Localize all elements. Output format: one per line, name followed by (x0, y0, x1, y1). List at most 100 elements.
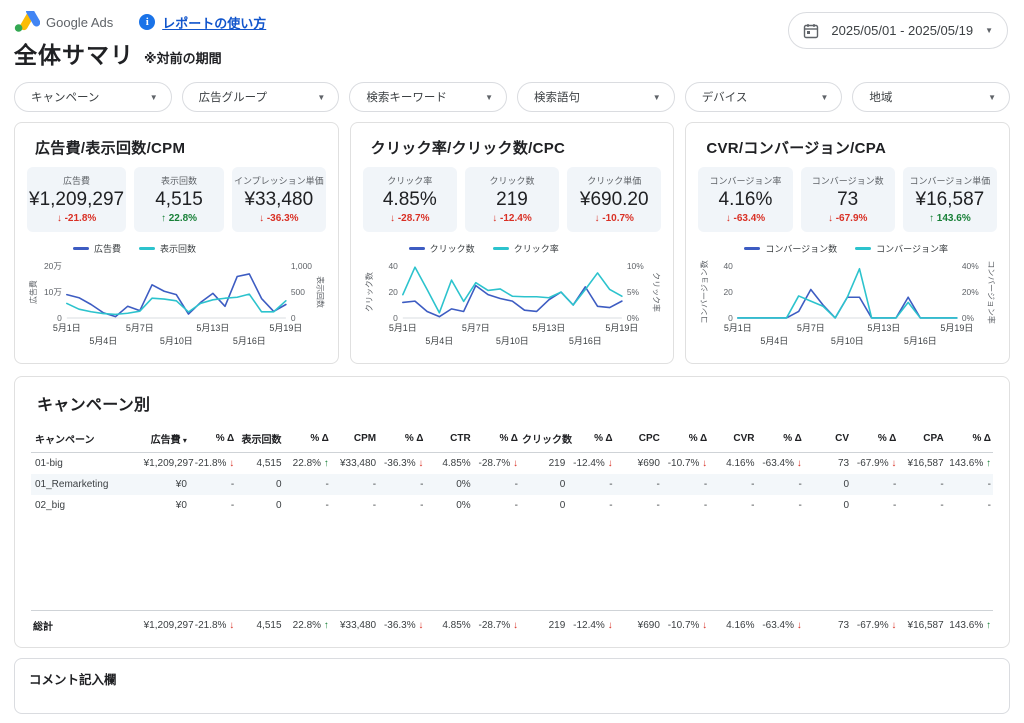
filter-chip[interactable]: 広告グループ ▼ (181, 82, 340, 112)
column-header-label: % Δ (310, 433, 329, 444)
column-header[interactable]: % Δ (851, 427, 899, 453)
table-cell: 0 (804, 495, 851, 516)
table-cell: - (378, 495, 425, 516)
table-cell: 0 (520, 495, 567, 516)
table-cell: 0% (425, 474, 472, 495)
table-cell: -21.8% ↓ (188, 610, 237, 637)
metric-card: クリック率/クリック数/CPC クリック率 4.85% ↓ -28.7% クリック数 21… (349, 122, 675, 364)
table-cell: -63.4% ↓ (756, 610, 804, 637)
column-header[interactable]: % Δ (378, 427, 426, 453)
column-header-label: CPM (353, 433, 377, 444)
table-row: 01_Remarketing ¥0 - 0 - - - 0% - 0 - - - - - 0 - - - (31, 474, 993, 495)
cell-value: -36.3% (383, 620, 416, 631)
column-header[interactable]: キャンペーン (31, 427, 142, 453)
column-header[interactable]: CPC (614, 427, 662, 453)
header: Google Ads i レポートの使い方 全体サマリ ※対前の期間 2025/… (0, 0, 1024, 70)
table-cell: - (615, 474, 662, 495)
cell-value: 143.6% (949, 620, 984, 631)
column-header[interactable]: CVR (709, 427, 757, 453)
delta-down-icon: ↓ (415, 620, 424, 631)
column-header[interactable]: CPA (898, 427, 946, 453)
filter-chip[interactable]: 地域 ▼ (852, 82, 1011, 112)
column-header[interactable]: % Δ (756, 427, 804, 453)
table-cell: 0 (520, 474, 567, 495)
cell-value: - (751, 500, 755, 511)
scorecard-value: ¥33,480 (244, 189, 314, 210)
column-header[interactable]: % Δ (188, 427, 237, 453)
column-header[interactable]: % Δ (661, 427, 710, 453)
table-row: 02_big ¥0 - 0 - - - 0% - 0 - - - - - 0 - - - (31, 495, 993, 516)
legend-swatch (492, 247, 509, 250)
chart-legend: クリック数 クリック率 (408, 242, 662, 255)
cell-value: - (798, 479, 802, 490)
filter-chip[interactable]: キャンペーン ▼ (14, 82, 172, 112)
comment-box[interactable]: コメント記入欄 (14, 658, 1010, 714)
x-tick-label: 5月1日 (53, 323, 81, 333)
cell-value: - (703, 500, 708, 511)
column-header[interactable]: % Δ (283, 427, 331, 453)
table-header-row: キャンペーン 広告費 ▾% Δ 表示回数% Δ CPM% Δ CTR% Δ クリック数% … (31, 427, 993, 453)
delta-down-icon: ↓ (604, 620, 613, 631)
scorecard-delta: ↓ -67.9% (827, 213, 868, 224)
table-cell: 22.8% ↑ (284, 453, 331, 475)
table-cell: - (898, 474, 945, 495)
cell-value: - (420, 500, 424, 511)
table-cell: 0 (236, 495, 283, 516)
column-header[interactable]: 広告費 ▾ (141, 427, 189, 453)
filter-chip[interactable]: デバイス ▼ (684, 82, 843, 112)
cell-value: - (893, 479, 897, 490)
date-range-value: 2025/05/01 - 2025/05/19 (831, 23, 974, 38)
filter-chip[interactable]: 検索キーワード ▼ (349, 82, 508, 112)
scorecard-label: インプレッション単価 (233, 176, 324, 186)
delta-down-icon: ↓ (226, 620, 235, 631)
column-header[interactable]: % Δ (945, 427, 993, 453)
column-header[interactable]: CPM (330, 427, 379, 453)
column-header[interactable]: 表示回数 (236, 427, 284, 453)
chevron-down-icon: ▼ (317, 92, 326, 102)
x-tick-label: 5月10日 (496, 336, 529, 346)
cell-value: - (703, 479, 708, 490)
y-right-tick: 0% (626, 313, 639, 323)
legend-item: クリック数 (408, 242, 475, 255)
scorecard: 表示回数 4,515 ↑ 22.8% (134, 167, 224, 232)
delta-up-icon: ↑ (983, 620, 991, 631)
y-right-tick: 40% (962, 261, 979, 271)
column-header[interactable]: クリック数 (520, 427, 572, 453)
delta-up-icon: ↑ (321, 458, 329, 469)
report-help-link[interactable]: レポートの使い方 (162, 15, 267, 31)
scorecard-row: コンバージョン率 4.16% ↓ -63.4% コンバージョン数 73 ↓ -67.9% コ… (698, 167, 997, 232)
column-header-label: CPA (923, 433, 944, 444)
column-header[interactable]: CV (803, 427, 852, 453)
column-header-label: クリック数 (522, 435, 572, 446)
cell-value: ¥33,480 (339, 620, 377, 631)
cell-value: -67.9% (856, 620, 889, 631)
legend-label: コンバージョン率 (876, 244, 948, 254)
column-header[interactable]: % Δ (567, 427, 615, 453)
column-header[interactable]: % Δ (472, 427, 520, 453)
delta-up-icon: ↑ (983, 458, 991, 469)
cell-value: - (751, 479, 755, 490)
chart-legend: 広告費 表示回数 (73, 242, 326, 255)
filter-chip[interactable]: 検索語句 ▼ (517, 82, 675, 112)
table-cell: - (851, 474, 898, 495)
x-tick-label: 5月7日 (462, 323, 490, 333)
table-cell: - (189, 474, 236, 495)
column-header-label: % Δ (404, 433, 424, 444)
table-cell: - (567, 495, 614, 516)
cell-value: 0% (456, 500, 471, 511)
column-header[interactable]: CTR (425, 427, 473, 453)
scorecard-value: 73 (837, 189, 859, 210)
column-header-label: % Δ (877, 433, 897, 444)
campaign-name: 01-big (35, 458, 63, 469)
column-header-label: CV (835, 433, 850, 444)
series-line (66, 293, 287, 316)
date-range-picker[interactable]: 2025/05/01 - 2025/05/19 ▼ (788, 12, 1008, 49)
google-ads-logo: Google Ads (14, 11, 113, 33)
cell-value: -63.4% (762, 458, 794, 469)
y-right-tick: 20% (962, 287, 979, 297)
x-tick-label: 5月10日 (831, 336, 864, 346)
x-tick-label: 5月4日 (761, 336, 789, 346)
table-cell: 0% (425, 495, 472, 516)
table-cell: -36.3% ↓ (378, 453, 425, 475)
